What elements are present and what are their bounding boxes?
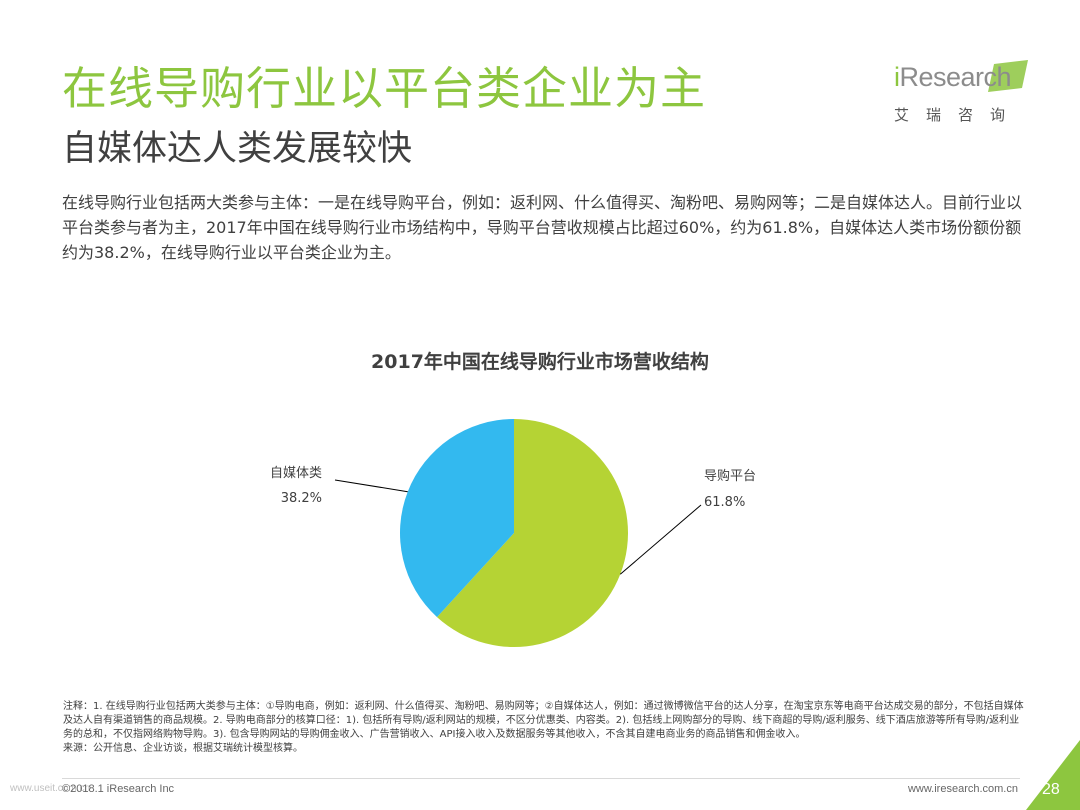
leader-line-2 (334, 479, 408, 493)
pie-slice-1 (437, 419, 629, 648)
footnotes: 注释：1. 在线导购行业包括两大类参与主体：①导购电商，例如：返利网、什么值得买… (63, 700, 1025, 756)
logo-prefix: i (894, 62, 900, 92)
page-title: 在线导购行业以平台类企业为主 (62, 62, 707, 115)
logo-flag-icon (890, 60, 1028, 100)
logo-chinese: 艾瑞咨询 (894, 106, 1023, 124)
source-text: 来源：公开信息、企业访谈，根据艾瑞统计模型核算。 (63, 743, 303, 754)
notes-text: 注释：1. 在线导购行业包括两大类参与主体：①导购电商，例如：返利网、什么值得买… (63, 701, 1024, 740)
intro-paragraph: 在线导购行业包括两大类参与主体：一是在线导购平台，例如：返利网、什么值得买、淘粉… (62, 193, 1023, 262)
watermark: www.useit.com.cn (10, 783, 91, 794)
chart-title: 2017年中国在线导购行业市场营收结构 (371, 351, 709, 373)
iresearch-logo: iResearch 艾瑞咨询 (888, 58, 1038, 128)
slice-value-2: 38.2% (281, 491, 322, 506)
page-number: 28 (1042, 781, 1060, 798)
slice-label-2: 自媒体类 (270, 466, 322, 481)
pie-slice-2 (400, 419, 514, 618)
slice-value-1: 61.8% (704, 495, 745, 510)
page-corner-triangle (1026, 740, 1080, 810)
slice-label-1: 导购平台 (704, 468, 756, 484)
footer-url: www.iresearch.com.cn (907, 783, 1018, 795)
copyright: ©2018.1 iResearch Inc (62, 783, 175, 795)
footer-divider (62, 778, 1020, 779)
leader-line-1 (619, 504, 702, 575)
logo-text: iResearch (894, 62, 1012, 93)
page-subtitle: 自媒体达人类发展较快 (62, 129, 413, 169)
logo-name: Research (899, 62, 1012, 92)
